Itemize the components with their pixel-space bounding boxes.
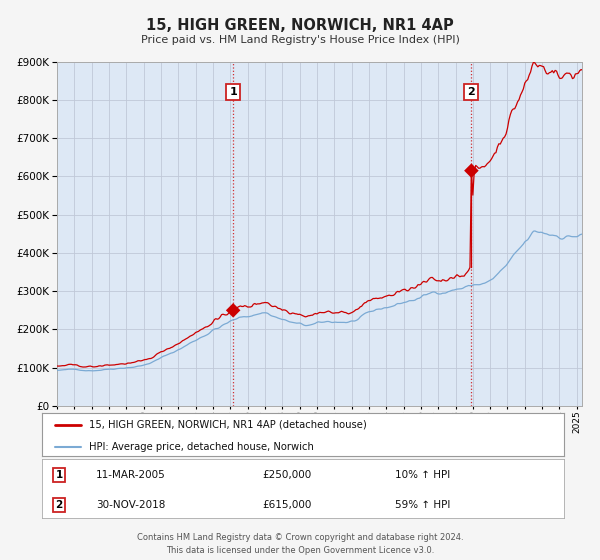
Text: 1: 1: [229, 87, 237, 97]
Text: 15, HIGH GREEN, NORWICH, NR1 4AP (detached house): 15, HIGH GREEN, NORWICH, NR1 4AP (detach…: [89, 420, 367, 430]
Text: 1: 1: [56, 470, 63, 480]
Text: 10% ↑ HPI: 10% ↑ HPI: [395, 470, 451, 480]
Text: 2: 2: [467, 87, 475, 97]
Text: 2: 2: [56, 500, 63, 510]
Text: Contains HM Land Registry data © Crown copyright and database right 2024.
This d: Contains HM Land Registry data © Crown c…: [137, 533, 463, 556]
Point: [467, 166, 476, 175]
Text: 30-NOV-2018: 30-NOV-2018: [96, 500, 166, 510]
Text: 15, HIGH GREEN, NORWICH, NR1 4AP: 15, HIGH GREEN, NORWICH, NR1 4AP: [146, 18, 454, 32]
Text: 11-MAR-2005: 11-MAR-2005: [96, 470, 166, 480]
Text: £250,000: £250,000: [263, 470, 312, 480]
Text: 59% ↑ HPI: 59% ↑ HPI: [395, 500, 451, 510]
Text: £615,000: £615,000: [263, 500, 312, 510]
Point: [229, 306, 238, 315]
Text: HPI: Average price, detached house, Norwich: HPI: Average price, detached house, Norw…: [89, 442, 314, 452]
Text: Price paid vs. HM Land Registry's House Price Index (HPI): Price paid vs. HM Land Registry's House …: [140, 35, 460, 45]
